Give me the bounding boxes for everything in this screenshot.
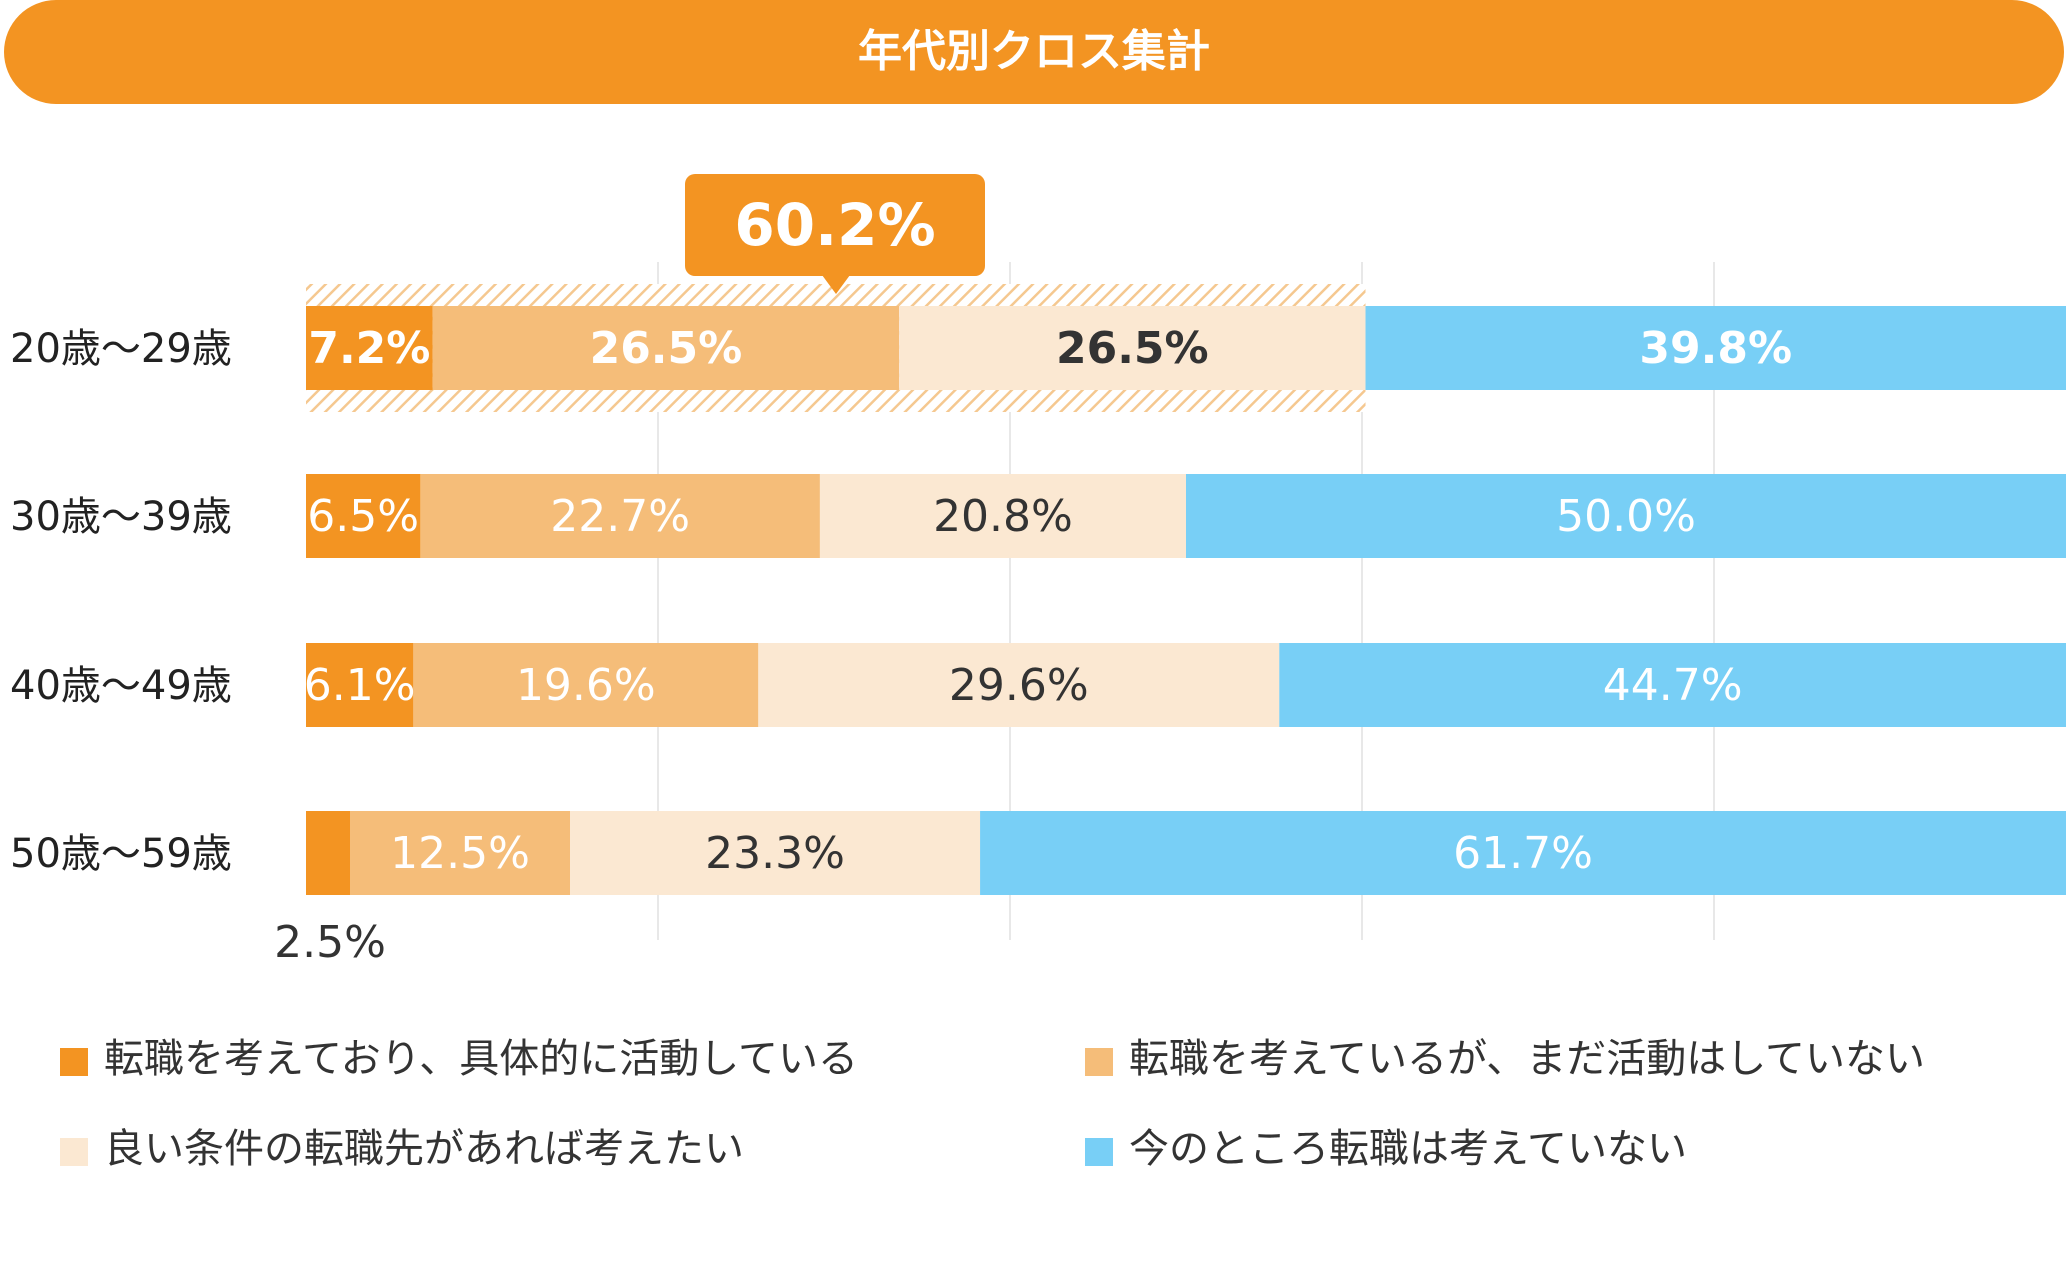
bar-value-label: 39.8% bbox=[1639, 323, 1792, 374]
legend-item-considering: 転職を考えているが、まだ活動はしていない bbox=[1085, 1025, 1925, 1085]
legend-label: 転職を考えており、具体的に活動している bbox=[104, 1036, 858, 1082]
bar-value-label: 23.3% bbox=[705, 828, 845, 879]
callout-value: 60.2% bbox=[734, 191, 935, 259]
bar-value-label: 2.5% bbox=[274, 917, 386, 968]
bar-value-label: 7.2% bbox=[308, 323, 430, 374]
bar-segment bbox=[432, 306, 900, 390]
legend-label: 良い条件の転職先があれば考えたい bbox=[104, 1126, 744, 1172]
legend-item-active: 転職を考えており、具体的に活動している bbox=[60, 1025, 858, 1085]
bar-segment bbox=[980, 811, 2066, 895]
legend-swatch bbox=[1085, 1048, 1113, 1076]
legend-item-not-considering: 今のところ転職は考えていない bbox=[1085, 1115, 1687, 1175]
bar-value-label: 6.5% bbox=[307, 491, 419, 542]
category-label: 40歳〜49歳 bbox=[10, 663, 232, 709]
bar-value-label: 12.5% bbox=[390, 828, 530, 879]
bar-value-label: 29.6% bbox=[949, 660, 1089, 711]
bar-segment bbox=[306, 306, 433, 390]
bar-value-label: 22.7% bbox=[550, 491, 690, 542]
title-banner: 年代別クロス集計 bbox=[4, 0, 2064, 104]
bar-value-label: 26.5% bbox=[1056, 323, 1209, 374]
bar-segment bbox=[413, 643, 759, 727]
legend-label: 転職を考えているが、まだ活動はしていない bbox=[1129, 1036, 1925, 1082]
legend-swatch bbox=[1085, 1138, 1113, 1166]
bar-segment bbox=[1365, 306, 2066, 390]
bar-value-label: 6.1% bbox=[304, 660, 416, 711]
bar-value-label: 44.7% bbox=[1603, 660, 1743, 711]
bar-segment bbox=[306, 643, 414, 727]
legend-label: 今のところ転職は考えていない bbox=[1129, 1126, 1687, 1172]
bar-value-label: 50.0% bbox=[1556, 491, 1696, 542]
chart-title: 年代別クロス集計 bbox=[858, 26, 1210, 77]
callout-pointer bbox=[822, 275, 850, 294]
callout-bubble bbox=[685, 174, 985, 276]
legend-swatch bbox=[60, 1048, 88, 1076]
bar-value-label: 26.5% bbox=[590, 323, 743, 374]
bar-segment bbox=[350, 811, 570, 895]
bar-value-label: 20.8% bbox=[933, 491, 1073, 542]
bar-segment bbox=[1279, 643, 2066, 727]
bar-segment bbox=[758, 643, 1280, 727]
category-label: 20歳〜29歳 bbox=[10, 326, 232, 372]
bar-segment bbox=[570, 811, 981, 895]
bar-segment bbox=[899, 306, 1366, 390]
bar-segment bbox=[420, 474, 820, 558]
legend-item-conditional: 良い条件の転職先があれば考えたい bbox=[60, 1115, 744, 1175]
category-label: 30歳〜39歳 bbox=[10, 494, 232, 540]
bar-segment bbox=[819, 474, 1186, 558]
legend-swatch bbox=[60, 1138, 88, 1166]
category-label: 50歳〜59歳 bbox=[10, 831, 232, 877]
bar-value-label: 61.7% bbox=[1453, 828, 1593, 879]
bar-value-label: 19.6% bbox=[516, 660, 656, 711]
bar-segment bbox=[1186, 474, 2066, 558]
bar-segment bbox=[306, 474, 421, 558]
bar-segment bbox=[306, 811, 350, 895]
